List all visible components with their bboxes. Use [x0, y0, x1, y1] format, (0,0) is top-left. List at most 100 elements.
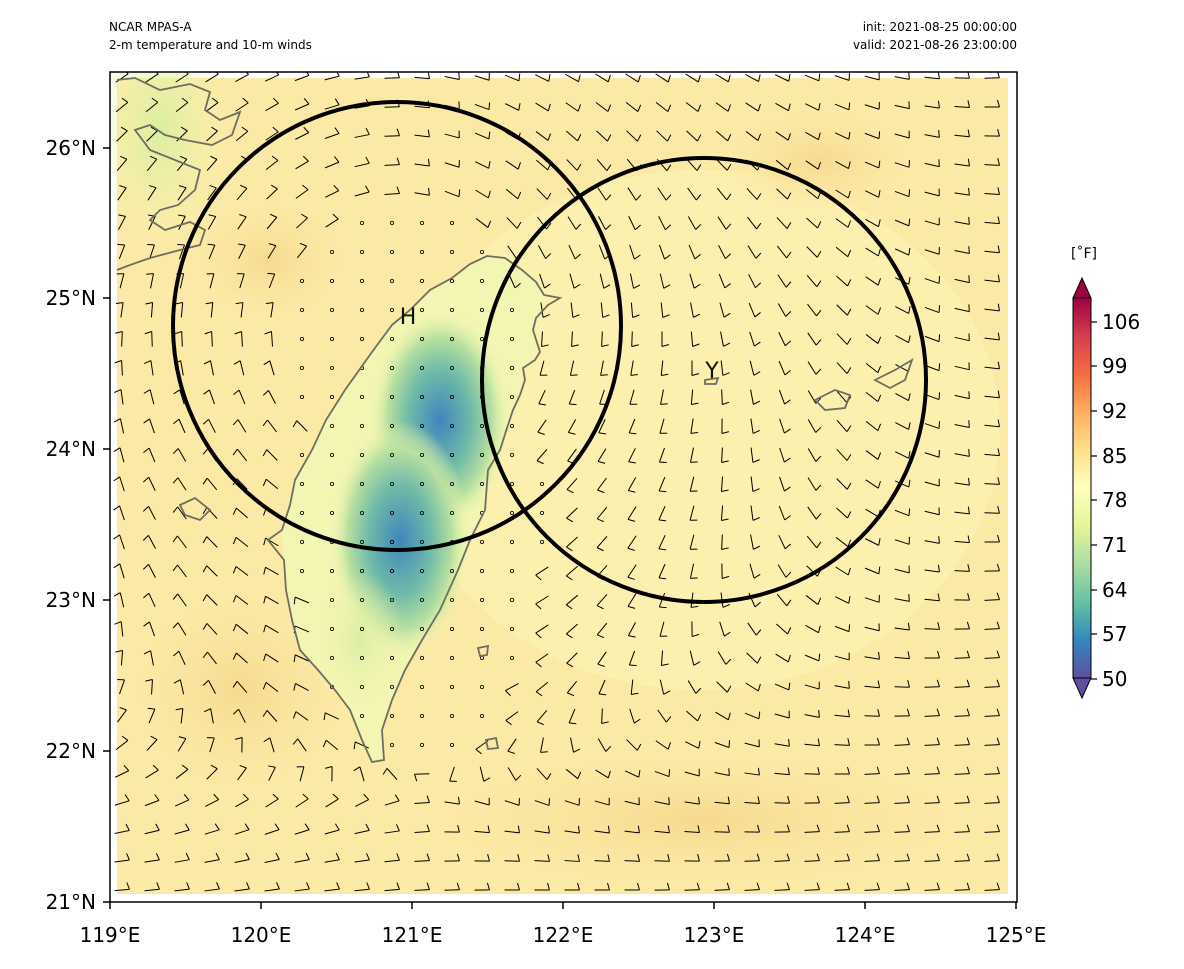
wind-barb [598, 679, 606, 695]
wind-barb [175, 769, 189, 779]
wind-barb [804, 684, 820, 690]
wind-barb [777, 245, 787, 259]
wind-barb [778, 535, 786, 549]
wind-barb [807, 506, 817, 520]
wind-barb [954, 307, 970, 313]
wind-barb [718, 245, 726, 259]
wind-barb-feather [486, 882, 490, 891]
wind-barb-feather [628, 461, 636, 464]
wind-barb [747, 245, 757, 259]
wind-barb-feather [114, 389, 122, 393]
wind-barb-feather [113, 534, 120, 540]
wind-barb-feather [816, 795, 820, 804]
wind-barb-feather [786, 824, 790, 832]
wind-barb [779, 447, 785, 463]
wind-barb-feather [323, 712, 326, 721]
wind-barb-feather [488, 161, 491, 169]
wind-barb-feather [121, 735, 129, 741]
wind-barb-feather [997, 158, 1000, 166]
wind-barb-feather [997, 72, 1000, 78]
wind-barb [954, 831, 970, 833]
calm-wind-marker [299, 394, 304, 399]
calm-wind-marker [299, 278, 304, 283]
wind-barb [324, 133, 340, 139]
center-label-h: H [400, 305, 417, 330]
wind-barb-feather [576, 163, 582, 171]
wind-barb-feather [567, 692, 575, 697]
wind-barb [294, 596, 310, 604]
wind-barb-feather [967, 506, 970, 514]
wind-barb [568, 708, 576, 724]
wind-barb [624, 800, 640, 806]
wind-barb-feather [517, 825, 520, 833]
wind-barb-feather [299, 242, 307, 247]
wind-barb [114, 888, 130, 892]
wind-barb [414, 802, 430, 804]
wind-barb-feather [264, 331, 272, 335]
wind-barb [237, 419, 247, 433]
wind-barb-feather [877, 481, 881, 489]
wind-barb-feather [240, 184, 248, 189]
wind-barb-feather [210, 764, 218, 770]
wind-barb [716, 187, 728, 201]
wind-barb [690, 389, 694, 405]
wind-barb-feather [997, 361, 1000, 369]
wind-barb [864, 889, 880, 891]
wind-barb [924, 540, 940, 544]
wind-barb-feather [938, 334, 941, 342]
wind-barb [177, 506, 187, 520]
wind-barb-feather [757, 824, 760, 833]
wind-barb [474, 103, 490, 111]
wind-barb [566, 623, 578, 635]
wind-barb-feather [536, 721, 545, 726]
wind-barb-feather [936, 824, 940, 832]
wind-barb-feather [815, 455, 822, 462]
wind-barb-feather [997, 534, 1000, 543]
wind-barb [565, 594, 579, 606]
wind-barb [177, 535, 187, 549]
wind-barb-feather [996, 824, 1000, 832]
wind-barb [774, 713, 790, 719]
wind-barb-feather [637, 825, 640, 833]
wind-barb [354, 191, 370, 197]
wind-barb-feather [215, 852, 220, 860]
wind-barb-feather [785, 281, 792, 288]
wind-barb [806, 274, 818, 288]
wind-barb [627, 564, 637, 578]
wind-barb [504, 860, 520, 862]
wind-barb [924, 191, 940, 197]
wind-barb-feather [757, 683, 761, 692]
init-time: init: 2021-08-25 00:00:00 [862, 20, 1017, 34]
colorbar-extend-max [1072, 276, 1092, 299]
wind-barb [177, 564, 187, 578]
wind-barb-feather [784, 515, 791, 521]
wind-barb [294, 888, 310, 892]
wind-barb [535, 74, 549, 82]
wind-barb-feather [848, 624, 851, 632]
wind-barb-feather [906, 795, 910, 803]
wind-barb-feather [722, 372, 730, 376]
wind-barb [266, 188, 278, 200]
wind-barb [895, 334, 909, 344]
wind-barb [746, 652, 758, 664]
calm-wind-marker [509, 423, 514, 428]
wind-barb [627, 506, 637, 520]
wind-barb [924, 162, 940, 168]
wind-barb [150, 302, 154, 318]
wind-barb [354, 888, 370, 892]
wind-barb [238, 245, 246, 259]
wind-barb [505, 103, 519, 111]
calm-wind-marker [389, 423, 394, 428]
wind-barb [208, 419, 216, 433]
wind-barb-feather [202, 594, 208, 602]
wind-barb [627, 187, 637, 201]
wind-barb-feather [263, 360, 271, 366]
wind-barb [690, 331, 694, 347]
wind-barb [146, 158, 158, 172]
wind-barb [624, 860, 640, 862]
wind-barb-feather [547, 882, 550, 891]
wind-barb-feather [364, 185, 370, 193]
wind-barb [535, 595, 549, 605]
wind-barb-feather [232, 537, 237, 545]
wind-barb-feather [180, 126, 188, 132]
